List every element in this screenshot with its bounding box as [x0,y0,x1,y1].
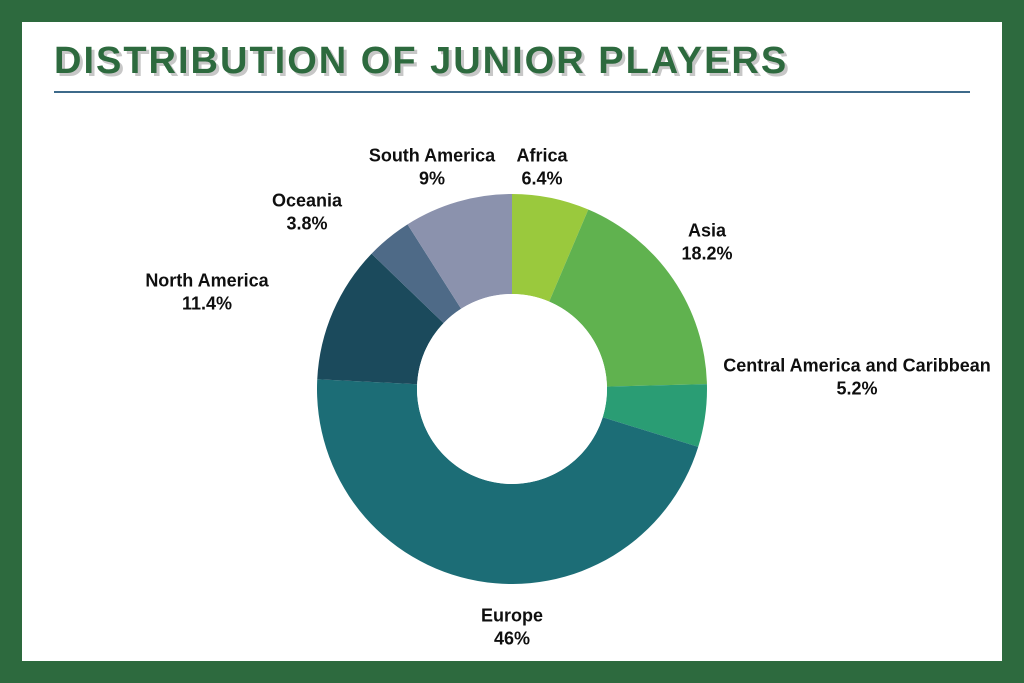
donut-chart: Africa6.4% Asia18.2% Central America and C… [22,117,1002,661]
label-text: Oceania [272,191,342,211]
label-percent: 18.2% [681,242,732,265]
label-text: Europe [481,606,543,626]
label-percent: 11.4% [145,292,268,315]
label-percent: 6.4% [516,167,567,190]
label-north-america: North America11.4% [145,270,268,315]
label-percent: 3.8% [272,212,342,235]
title-divider [54,91,970,93]
label-asia: Asia18.2% [681,220,732,265]
donut-svg [315,192,709,586]
label-text: Central America and Caribbean [723,356,990,376]
label-text: South America [369,146,495,166]
label-percent: 5.2% [723,377,990,400]
label-oceania: Oceania3.8% [272,190,342,235]
page-title: DISTRIBUTION OF JUNIOR PLAYERS [54,40,1002,83]
label-europe: Europe46% [481,605,543,650]
label-africa: Africa6.4% [516,145,567,190]
frame: DISTRIBUTION OF JUNIOR PLAYERS Africa6.4… [0,0,1024,683]
label-text: North America [145,271,268,291]
label-percent: 9% [369,167,495,190]
label-text: Asia [688,221,726,241]
label-percent: 46% [481,627,543,650]
label-south-america: South America9% [369,145,495,190]
label-text: Africa [516,146,567,166]
donut-hole [417,294,607,484]
label-central-america-and-caribbean: Central America and Caribbean5.2% [723,355,990,400]
